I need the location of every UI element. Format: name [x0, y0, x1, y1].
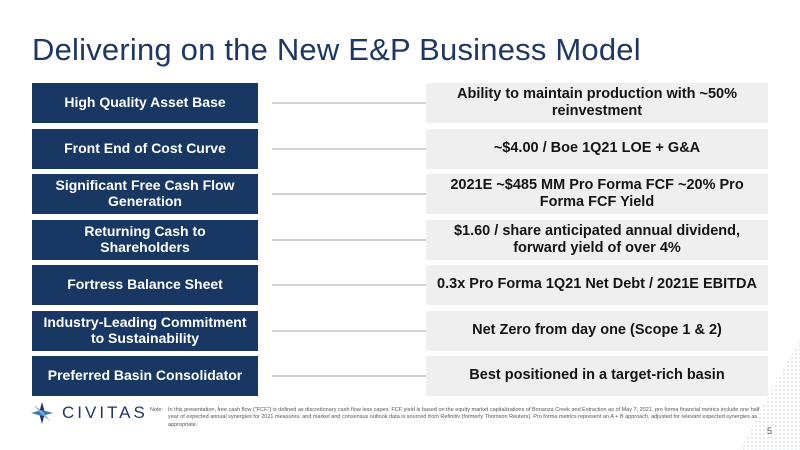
value-row-6: Industry-Leading Commitment to Sustainab… [32, 311, 768, 351]
row-2-value: ~$4.00 / Boe 1Q21 LOE + G&A [426, 129, 768, 169]
value-row-1: High Quality Asset Base Ability to maint… [32, 83, 768, 123]
row-1-value: Ability to maintain production with ~50%… [426, 83, 768, 123]
row-5-value: 0.3x Pro Forma 1Q21 Net Debt / 2021E EBI… [426, 265, 768, 305]
value-row-3: Significant Free Cash Flow Generation 20… [32, 174, 768, 214]
row-6-value: Net Zero from day one (Scope 1 & 2) [426, 311, 768, 351]
value-row-7: Preferred Basin Consolidator Best positi… [32, 356, 768, 396]
row-5-label: Fortress Balance Sheet [32, 265, 258, 305]
row-4-label: Returning Cash to Shareholders [32, 220, 258, 260]
civitas-logo-icon [31, 402, 53, 424]
row-7-label: Preferred Basin Consolidator [32, 356, 258, 396]
row-1-label: High Quality Asset Base [32, 83, 258, 123]
value-row-4: Returning Cash to Shareholders $1.60 / s… [32, 220, 768, 260]
logo-wordmark: CIVITAS [62, 403, 148, 422]
footnote-text: In this presentation, free cash flow ("F… [168, 407, 760, 428]
footnote-label: Note: [150, 407, 164, 413]
company-logo: CIVITAS [30, 401, 148, 425]
value-row-5: Fortress Balance Sheet 0.3x Pro Forma 1Q… [32, 265, 768, 305]
slide-title: Delivering on the New E&P Business Model [32, 32, 641, 67]
row-2-label: Front End of Cost Curve [32, 129, 258, 169]
page-number: 5 [766, 426, 772, 436]
row-4-value: $1.60 / share anticipated annual dividen… [426, 220, 768, 260]
decorative-dot-pattern [740, 340, 800, 450]
row-3-label: Significant Free Cash Flow Generation [32, 174, 258, 214]
row-6-label: Industry-Leading Commitment to Sustainab… [32, 311, 258, 351]
row-3-value: 2021E ~$485 MM Pro Forma FCF ~20% Pro Fo… [426, 174, 768, 214]
value-row-2: Front End of Cost Curve ~$4.00 / Boe 1Q2… [32, 129, 768, 169]
row-7-value: Best positioned in a target-rich basin [426, 356, 768, 396]
